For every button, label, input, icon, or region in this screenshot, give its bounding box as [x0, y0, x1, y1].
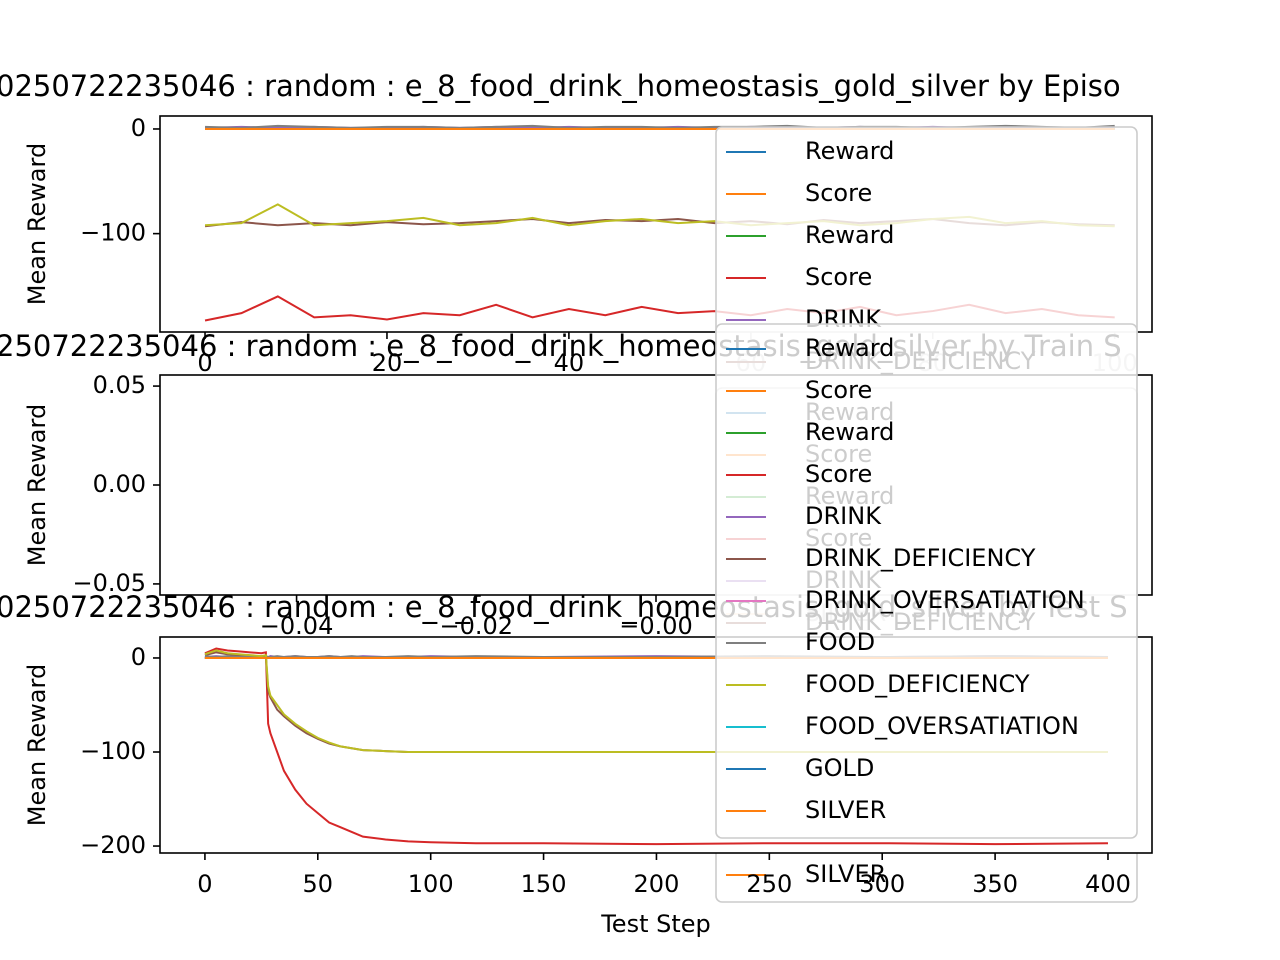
y-tick-label: 0.00 [93, 470, 146, 498]
legend-label: FOOD_DEFICIENCY [805, 670, 1030, 698]
legend-label: FOOD [805, 628, 875, 656]
legend-label: GOLD [805, 754, 874, 782]
y-tick-label: 0 [131, 643, 146, 671]
x-tick-label: −0.02 [440, 612, 514, 640]
chart-title: 0250722235046 : random : e_8_food_drink_… [0, 69, 1121, 103]
y-tick-label: −100 [80, 219, 146, 247]
legend-label: Score [805, 179, 872, 207]
x-tick-label: −0.00 [619, 612, 693, 640]
legend-label: DRINK_DEFICIENCY [805, 544, 1036, 572]
x-tick-label: 20 [372, 349, 403, 377]
series-line [204, 647, 1108, 846]
legend: Reward Score Reward Score DRINK DRINK_DEFICIE… [715, 323, 1138, 839]
legend-label: Score [805, 263, 872, 291]
legend-box [715, 323, 1138, 839]
y-tick-label: −200 [80, 831, 146, 859]
x-tick-label: 0 [197, 870, 212, 898]
x-tick-label: 400 [1085, 870, 1131, 898]
x-tick-label: 250 [746, 870, 792, 898]
y-tick-label: 0.05 [93, 371, 146, 399]
legend-label: DRINK [805, 502, 882, 530]
x-tick-label: 300 [859, 870, 905, 898]
x-tick-label: 50 [303, 870, 334, 898]
y-axis-label: Mean Reward [23, 404, 51, 566]
legend-label: DRINK_OVERSATIATION [805, 586, 1085, 614]
legend-label: Score [805, 376, 872, 404]
plot-frame [159, 115, 1153, 333]
legend-label: FOOD_OVERSATIATION [805, 712, 1079, 740]
x-tick-label: −0.04 [260, 612, 334, 640]
y-axis-label: Mean Reward [23, 143, 51, 305]
y-tick-label: −0.05 [72, 569, 146, 597]
y-tick-label: 0 [131, 114, 146, 142]
legend-label: SILVER [805, 860, 886, 888]
legend-label: Reward [805, 137, 894, 165]
y-axis-label: Mean Reward [23, 664, 51, 826]
x-tick-label: 200 [634, 870, 680, 898]
x-tick-label: 350 [972, 870, 1018, 898]
x-tick-label: 40 [554, 349, 585, 377]
x-tick-label: 150 [521, 870, 567, 898]
x-tick-label: 100 [408, 870, 454, 898]
x-tick-label: 0 [197, 349, 212, 377]
legend-label: Reward [805, 334, 894, 362]
legend-label: Reward [805, 221, 894, 249]
legend-label: SILVER [805, 796, 886, 824]
y-tick-label: −100 [80, 737, 146, 765]
legend-label: Reward [805, 418, 894, 446]
x-axis-label: Test Step [600, 910, 711, 938]
legend-label: Score [805, 460, 872, 488]
series-line [204, 649, 1108, 754]
